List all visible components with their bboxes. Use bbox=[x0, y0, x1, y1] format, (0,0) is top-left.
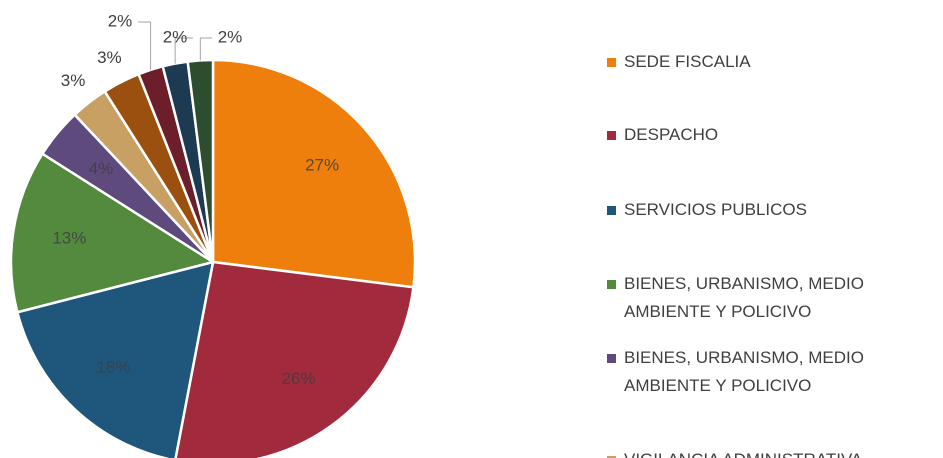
legend-label: BIENES, URBANISMO, MEDIO AMBIENTE Y POLI… bbox=[624, 274, 864, 321]
legend-swatch bbox=[607, 131, 616, 140]
legend-item: SEDE FISCALIA bbox=[607, 48, 941, 76]
pie-slice bbox=[174, 260, 415, 458]
data-label: 18% bbox=[96, 358, 130, 377]
pie-slice bbox=[211, 58, 417, 289]
legend-label: BIENES, URBANISMO, MEDIO AMBIENTE Y POLI… bbox=[624, 348, 864, 395]
legend-swatch bbox=[607, 206, 616, 215]
data-label: 3% bbox=[61, 71, 86, 90]
legend-item: BIENES, URBANISMO, MEDIO AMBIENTE Y POLI… bbox=[607, 344, 941, 400]
pie-slice bbox=[9, 152, 217, 314]
legend-swatch bbox=[607, 280, 616, 289]
pie-slice bbox=[15, 260, 215, 458]
data-label: 13% bbox=[52, 229, 86, 248]
data-label: 2% bbox=[108, 11, 133, 30]
legend-label: DESPACHO bbox=[624, 125, 719, 144]
legend-item: SERVICIOS PUBLICOS bbox=[607, 196, 941, 224]
data-label: 3% bbox=[97, 48, 122, 67]
data-label: 4% bbox=[89, 159, 114, 178]
legend-item: VIGILANCIA ADMINISTRATIVA bbox=[607, 446, 941, 458]
data-label: 2% bbox=[163, 27, 188, 46]
legend-swatch bbox=[607, 354, 616, 363]
legend-item: DESPACHO bbox=[607, 121, 941, 149]
leader-line bbox=[138, 21, 152, 70]
data-label: 2% bbox=[218, 27, 243, 46]
leader-line bbox=[174, 37, 193, 64]
legend-swatch bbox=[607, 456, 616, 458]
data-label: 27% bbox=[305, 155, 339, 174]
legend-label: VIGILANCIA ADMINISTRATIVA bbox=[624, 446, 941, 458]
legend-item: BIENES, URBANISMO, MEDIO AMBIENTE Y POLI… bbox=[607, 270, 941, 326]
leader-line bbox=[199, 37, 212, 61]
legend-swatch bbox=[607, 58, 616, 67]
data-label: 26% bbox=[281, 369, 315, 388]
legend-label: SERVICIOS PUBLICOS bbox=[624, 200, 807, 219]
legend-label: SEDE FISCALIA bbox=[624, 52, 751, 71]
